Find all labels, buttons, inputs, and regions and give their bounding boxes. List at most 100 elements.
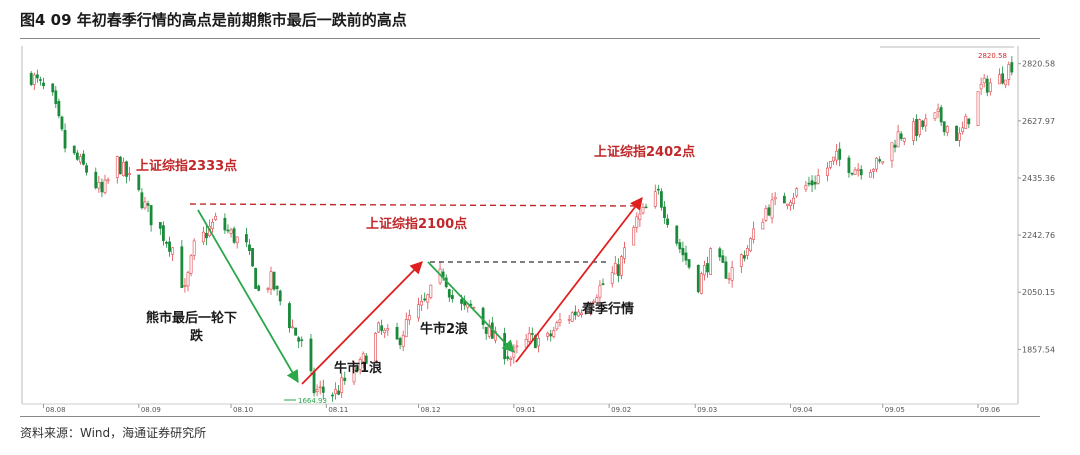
candle-body xyxy=(979,83,983,90)
annotation-2402: 上证综指2402点 xyxy=(594,144,695,160)
y-tick-label: 2435.36 xyxy=(1022,174,1055,183)
candle-body xyxy=(746,248,749,256)
candle-body xyxy=(835,150,839,161)
candle-body xyxy=(890,142,894,162)
candle-body xyxy=(764,208,768,221)
candle-body xyxy=(942,121,946,133)
candle-body xyxy=(896,131,900,148)
candle-body xyxy=(810,180,814,186)
candle-body xyxy=(786,203,789,206)
candle-body xyxy=(39,79,42,81)
bottom-rule xyxy=(20,416,1040,417)
dashed-line-2333 xyxy=(189,203,641,207)
red-arrow-bull-wave-1 xyxy=(301,261,423,385)
candle-body xyxy=(211,221,214,229)
candle-body xyxy=(967,118,971,125)
y-tick-label: 2242.76 xyxy=(1022,231,1055,240)
candle-body xyxy=(859,169,863,176)
y-tick-label: 1857.54 xyxy=(1022,345,1055,354)
candle-body xyxy=(481,307,485,325)
candle-body xyxy=(447,289,451,298)
candle-body xyxy=(816,175,820,184)
candle-body xyxy=(684,252,688,261)
candle-body xyxy=(1010,62,1014,73)
candle-body xyxy=(985,78,989,93)
x-tick-label: 09.01 xyxy=(516,406,536,414)
candle-body xyxy=(137,174,141,191)
candle-body xyxy=(696,264,700,293)
candle-body xyxy=(598,285,602,298)
candle-body xyxy=(918,119,922,135)
candle-body xyxy=(869,172,872,178)
candle-body xyxy=(945,126,949,133)
candle-body xyxy=(527,332,531,342)
top-rule xyxy=(20,38,1040,39)
candle-body xyxy=(331,394,334,397)
candle-body xyxy=(632,227,636,246)
candle-body xyxy=(125,161,128,177)
candle-body xyxy=(168,241,171,252)
candle-body xyxy=(718,248,722,258)
candle-body xyxy=(297,337,301,342)
candle-body xyxy=(838,148,842,160)
candle-body xyxy=(549,333,553,337)
annotation-bull-wave-1: 牛市1浪 xyxy=(334,360,382,376)
candle-body xyxy=(706,263,709,273)
candle-body xyxy=(79,156,82,163)
candle-body xyxy=(318,386,322,389)
x-tick-label: 08.12 xyxy=(421,406,441,414)
candle-body xyxy=(570,312,574,322)
candle-body xyxy=(613,263,617,275)
candle-body xyxy=(832,156,835,162)
candle-body xyxy=(401,334,405,347)
candle-body xyxy=(955,125,958,141)
annotation-spring-rally: 春季行情 xyxy=(581,301,634,317)
candle-body xyxy=(460,299,463,304)
candle-body xyxy=(352,365,356,383)
candle-body xyxy=(115,156,119,178)
candle-body xyxy=(770,199,774,219)
candle-body xyxy=(288,303,291,329)
candle-body xyxy=(106,179,110,182)
candle-body xyxy=(678,242,682,250)
candle-body xyxy=(773,196,777,200)
candle-body xyxy=(749,238,752,252)
candle-body xyxy=(875,157,878,170)
candle-body xyxy=(530,333,534,335)
candle-body xyxy=(232,228,236,243)
candle-body xyxy=(988,82,992,93)
candle-body xyxy=(100,181,104,193)
candle-body xyxy=(546,332,550,337)
candle-body xyxy=(300,339,304,342)
candle-body xyxy=(792,197,795,205)
x-tick-label: 08.11 xyxy=(328,406,348,414)
candle-body xyxy=(275,286,279,290)
candle-body xyxy=(961,127,965,133)
candle-body xyxy=(804,185,808,190)
label-layer: 上证综指2333点 上证综指2402点 上证综指2100点 熊市最后一轮下 跌 … xyxy=(136,52,1007,405)
candle-body xyxy=(675,225,679,244)
candle-body xyxy=(998,74,1001,85)
candle-body xyxy=(146,203,150,206)
candle-body xyxy=(782,195,786,204)
candle-body xyxy=(1001,73,1005,84)
chart-title: 图4 09 年初春季行情的高点是前期熊市最后一跌前的高点 xyxy=(20,11,407,29)
candle-body xyxy=(829,160,832,168)
candle-body xyxy=(35,74,39,79)
candle-layer xyxy=(29,56,1014,402)
candle-body xyxy=(75,152,79,160)
candle-body xyxy=(512,347,516,358)
candle-body xyxy=(337,390,341,395)
candle-body xyxy=(982,77,986,84)
x-tick-label: 09.02 xyxy=(611,406,631,414)
candle-body xyxy=(761,221,765,230)
candle-body xyxy=(180,246,184,289)
grid-layer: 2820.58 2627.97 2435.36 2242.76 2050.15 1857.… xyxy=(21,46,1055,414)
candle-body xyxy=(189,255,193,274)
candle-body xyxy=(743,255,746,259)
candle-body xyxy=(616,264,620,276)
candle-body xyxy=(730,267,734,281)
candle-body xyxy=(358,359,362,370)
candle-body xyxy=(103,179,107,193)
